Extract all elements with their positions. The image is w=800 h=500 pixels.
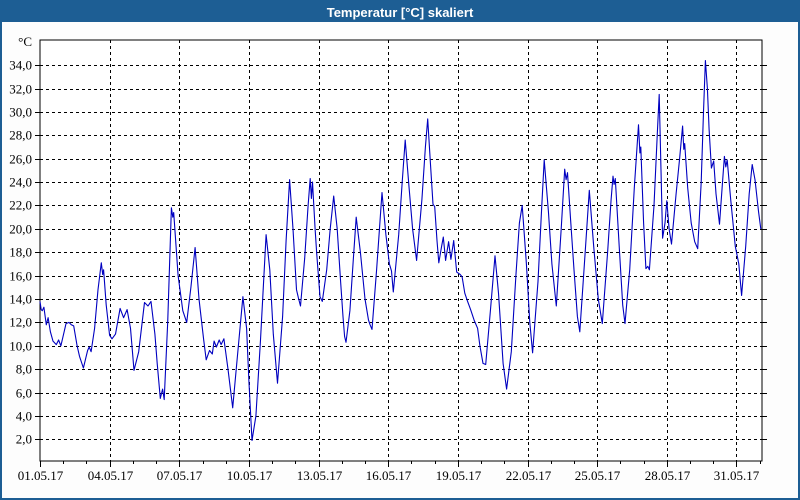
y-axis-unit-label: °C: [18, 34, 32, 49]
y-tick-label: 32,0: [9, 82, 32, 97]
title-bar: Temperatur [°C] skaliert: [2, 2, 798, 22]
y-tick-label: 14,0: [9, 292, 32, 307]
x-tick-label: 01.05.17: [18, 468, 64, 483]
y-tick-label: 4,0: [16, 409, 32, 424]
x-tick-label: 25.05.17: [575, 468, 621, 483]
y-tick-label: 10,0: [9, 339, 32, 354]
y-tick-label: 6,0: [16, 386, 32, 401]
y-tick-label: 8,0: [16, 362, 32, 377]
y-tick-label: 16,0: [9, 269, 32, 284]
x-tick-label: 16.05.17: [366, 468, 412, 483]
y-tick-label: 12,0: [9, 315, 32, 330]
y-tick-label: 26,0: [9, 152, 32, 167]
plot-border: [39, 39, 763, 462]
temperature-series-line: [39, 59, 762, 442]
y-tick-label: 20,0: [9, 222, 32, 237]
y-tick-label: 28,0: [9, 128, 32, 143]
x-tick-label: 19.05.17: [436, 468, 482, 483]
y-tick-label: 18,0: [9, 245, 32, 260]
y-tick-label: 34,0: [9, 58, 32, 73]
x-tick-label: 10.05.17: [227, 468, 273, 483]
x-tick-label: 07.05.17: [157, 468, 203, 483]
x-tick-label: 22.05.17: [506, 468, 552, 483]
x-tick-label: 28.05.17: [645, 468, 691, 483]
y-tick-label: 2,0: [16, 432, 32, 447]
x-tick-label: 04.05.17: [88, 468, 134, 483]
y-tick-label: 24,0: [9, 175, 32, 190]
temperature-chart: 2,0 4,0 6,0 8,0 10,0 12,0 14,0 16,0 18,0 20,0 22,0…: [9, 34, 767, 483]
y-tick-label: 30,0: [9, 105, 32, 120]
chart-area: 2,0 4,0 6,0 8,0 10,0 12,0 14,0 16,0 18,0 20,0 22,0…: [2, 22, 798, 498]
window-title: Temperatur [°C] skaliert: [326, 4, 474, 20]
y-tick-label: 22,0: [9, 198, 32, 213]
x-tick-label: 13.05.17: [297, 468, 343, 483]
x-tick-label: 31.05.17: [714, 468, 760, 483]
